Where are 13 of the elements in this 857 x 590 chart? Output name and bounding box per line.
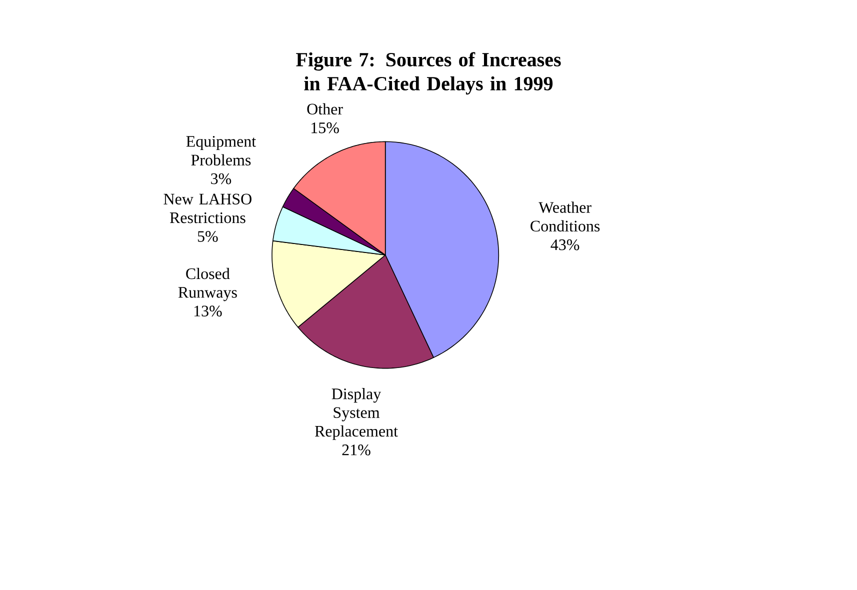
slice-label: Equipment Problems — [186, 136, 256, 166]
data-label: 5% — [198, 231, 218, 242]
chart-title: Figure 7: Sources of Increases in FAA-Cited Delays in 1999 — [296, 52, 561, 95]
slice-label: Weather Conditions — [530, 202, 600, 232]
slice-label: Other — [307, 103, 343, 115]
data-label: 3% — [211, 173, 232, 184]
data-label: 43% — [550, 239, 580, 250]
slice-label: New LAHSO Restrictions — [164, 194, 252, 224]
data-label: 21% — [342, 444, 370, 456]
data-label: 13% — [194, 306, 222, 317]
slice-label: Closed Runways — [178, 268, 237, 302]
data-label: 15% — [312, 122, 339, 134]
slice-label: Display System Replacement — [314, 388, 398, 440]
